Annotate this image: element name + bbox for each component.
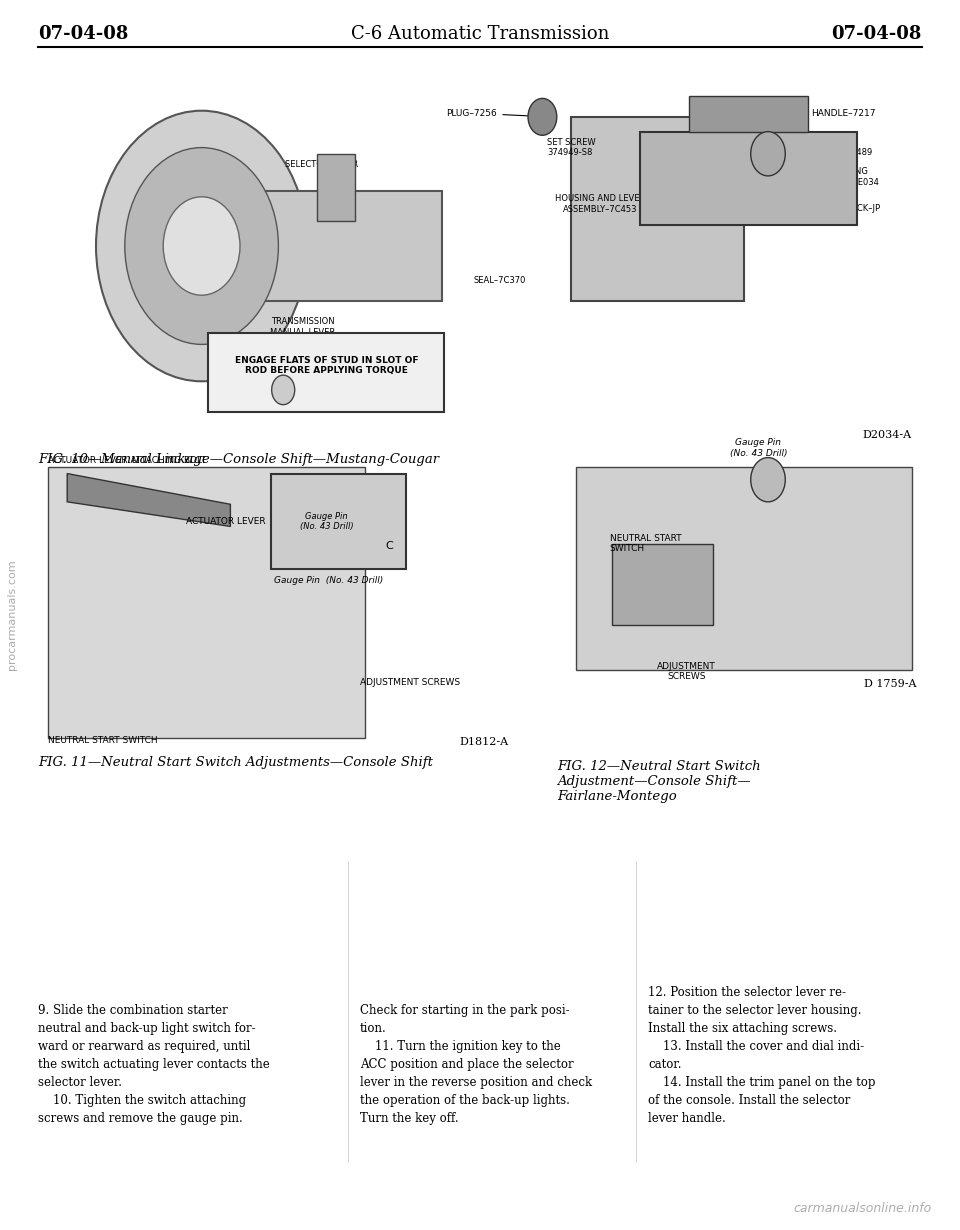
Text: HOUSING AND LEVER
ASSEMBLY–7C453: HOUSING AND LEVER ASSEMBLY–7C453 bbox=[555, 194, 645, 214]
Text: BUTTON–7C489: BUTTON–7C489 bbox=[806, 148, 873, 157]
Text: ADJUSTMENT
SCREWS: ADJUSTMENT SCREWS bbox=[657, 662, 716, 681]
Circle shape bbox=[272, 375, 295, 405]
Circle shape bbox=[751, 132, 785, 176]
Text: SELECTOR LEVER: SELECTOR LEVER bbox=[285, 160, 358, 169]
FancyBboxPatch shape bbox=[612, 544, 713, 625]
Text: TRANSMISSION
MANUAL LEVER: TRANSMISSION MANUAL LEVER bbox=[270, 317, 335, 337]
Circle shape bbox=[528, 98, 557, 135]
FancyBboxPatch shape bbox=[576, 467, 912, 670]
Text: FIG. 11—Neutral Start Switch Adjustments—Console Shift: FIG. 11—Neutral Start Switch Adjustments… bbox=[38, 756, 433, 770]
Text: C-6 Automatic Transmission: C-6 Automatic Transmission bbox=[350, 26, 610, 43]
Text: MANUAL LINKAGE
ROD–7326: MANUAL LINKAGE ROD–7326 bbox=[150, 194, 225, 214]
FancyBboxPatch shape bbox=[571, 117, 744, 301]
Text: D 1759-A: D 1759-A bbox=[864, 679, 917, 689]
Text: 12. Position the selector lever re-
tainer to the selector lever housing.
Instal: 12. Position the selector lever re- tain… bbox=[648, 986, 876, 1125]
Text: Gauge Pin  (No. 43 Drill): Gauge Pin (No. 43 Drill) bbox=[274, 576, 383, 584]
Text: MANUAL LINKAGE ROD–7326: MANUAL LINKAGE ROD–7326 bbox=[261, 399, 392, 408]
Text: procarmanuals.com: procarmanuals.com bbox=[7, 560, 16, 670]
Text: NEUTRAL START
SWITCH: NEUTRAL START SWITCH bbox=[610, 534, 682, 554]
FancyBboxPatch shape bbox=[208, 333, 444, 412]
Ellipse shape bbox=[96, 111, 307, 381]
Text: FIG. 12—Neutral Start Switch
Adjustment—Console Shift—
Fairlane-Montego: FIG. 12—Neutral Start Switch Adjustment—… bbox=[557, 760, 760, 803]
Ellipse shape bbox=[163, 197, 240, 295]
FancyBboxPatch shape bbox=[640, 132, 857, 225]
Polygon shape bbox=[67, 474, 230, 526]
Text: 07-04-08: 07-04-08 bbox=[831, 26, 922, 43]
Text: carmanualsonline.info: carmanualsonline.info bbox=[793, 1202, 931, 1215]
Text: 9. Slide the combination starter
neutral and back-up light switch for-
ward or r: 9. Slide the combination starter neutral… bbox=[38, 1005, 270, 1125]
Text: C: C bbox=[385, 541, 393, 551]
Ellipse shape bbox=[125, 148, 278, 344]
Text: NUT —: NUT — bbox=[230, 385, 259, 395]
Polygon shape bbox=[48, 467, 365, 738]
Text: Gauge Pin
(No. 43 Drill): Gauge Pin (No. 43 Drill) bbox=[730, 438, 787, 458]
Text: DIAL HOUS NG
ASSEMBLY–7E034: DIAL HOUS NG ASSEMBLY–7E034 bbox=[806, 167, 880, 187]
Text: SET SCREW
374949-S8: SET SCREW 374949-S8 bbox=[547, 138, 596, 157]
FancyBboxPatch shape bbox=[317, 154, 355, 221]
Text: 07-04-08: 07-04-08 bbox=[38, 26, 129, 43]
Text: Check for starting in the park posi-
tion.
    11. Turn the ignition key to the
: Check for starting in the park posi- tio… bbox=[360, 1005, 592, 1125]
Text: D1812-A: D1812-A bbox=[460, 737, 509, 747]
Text: ADJUSTMENT SCREWS: ADJUSTMENT SCREWS bbox=[360, 678, 460, 688]
Text: POINTER BACK–JP
SHIELD: POINTER BACK–JP SHIELD bbox=[806, 204, 880, 224]
Text: HANDLE–7217: HANDLE–7217 bbox=[714, 108, 876, 118]
Circle shape bbox=[751, 458, 785, 502]
Text: NEUTRAL START SWITCH: NEUTRAL START SWITCH bbox=[48, 736, 157, 745]
Text: SEAL–7C370: SEAL–7C370 bbox=[473, 276, 526, 285]
Text: FIG. 10—Manual Linkage—Console Shift—Mustang-Cougar: FIG. 10—Manual Linkage—Console Shift—Mus… bbox=[38, 453, 440, 466]
Text: D2034-A: D2034-A bbox=[863, 430, 912, 440]
Text: ACTUATOR LEVER: ACTUATOR LEVER bbox=[186, 518, 265, 526]
Text: Gauge Pin
(No. 43 Drill): Gauge Pin (No. 43 Drill) bbox=[300, 512, 353, 531]
Text: ENGAGE FLATS OF STUD IN SLOT OF
ROD BEFORE APPLYING TORQUE: ENGAGE FLATS OF STUD IN SLOT OF ROD BEFO… bbox=[234, 355, 419, 375]
Text: PLUG–7256: PLUG–7256 bbox=[446, 108, 545, 118]
FancyBboxPatch shape bbox=[202, 191, 442, 301]
FancyBboxPatch shape bbox=[271, 474, 406, 569]
FancyBboxPatch shape bbox=[689, 96, 808, 132]
Text: ACTUATOR LEVER ATTACHING BOLT: ACTUATOR LEVER ATTACHING BOLT bbox=[48, 456, 206, 465]
